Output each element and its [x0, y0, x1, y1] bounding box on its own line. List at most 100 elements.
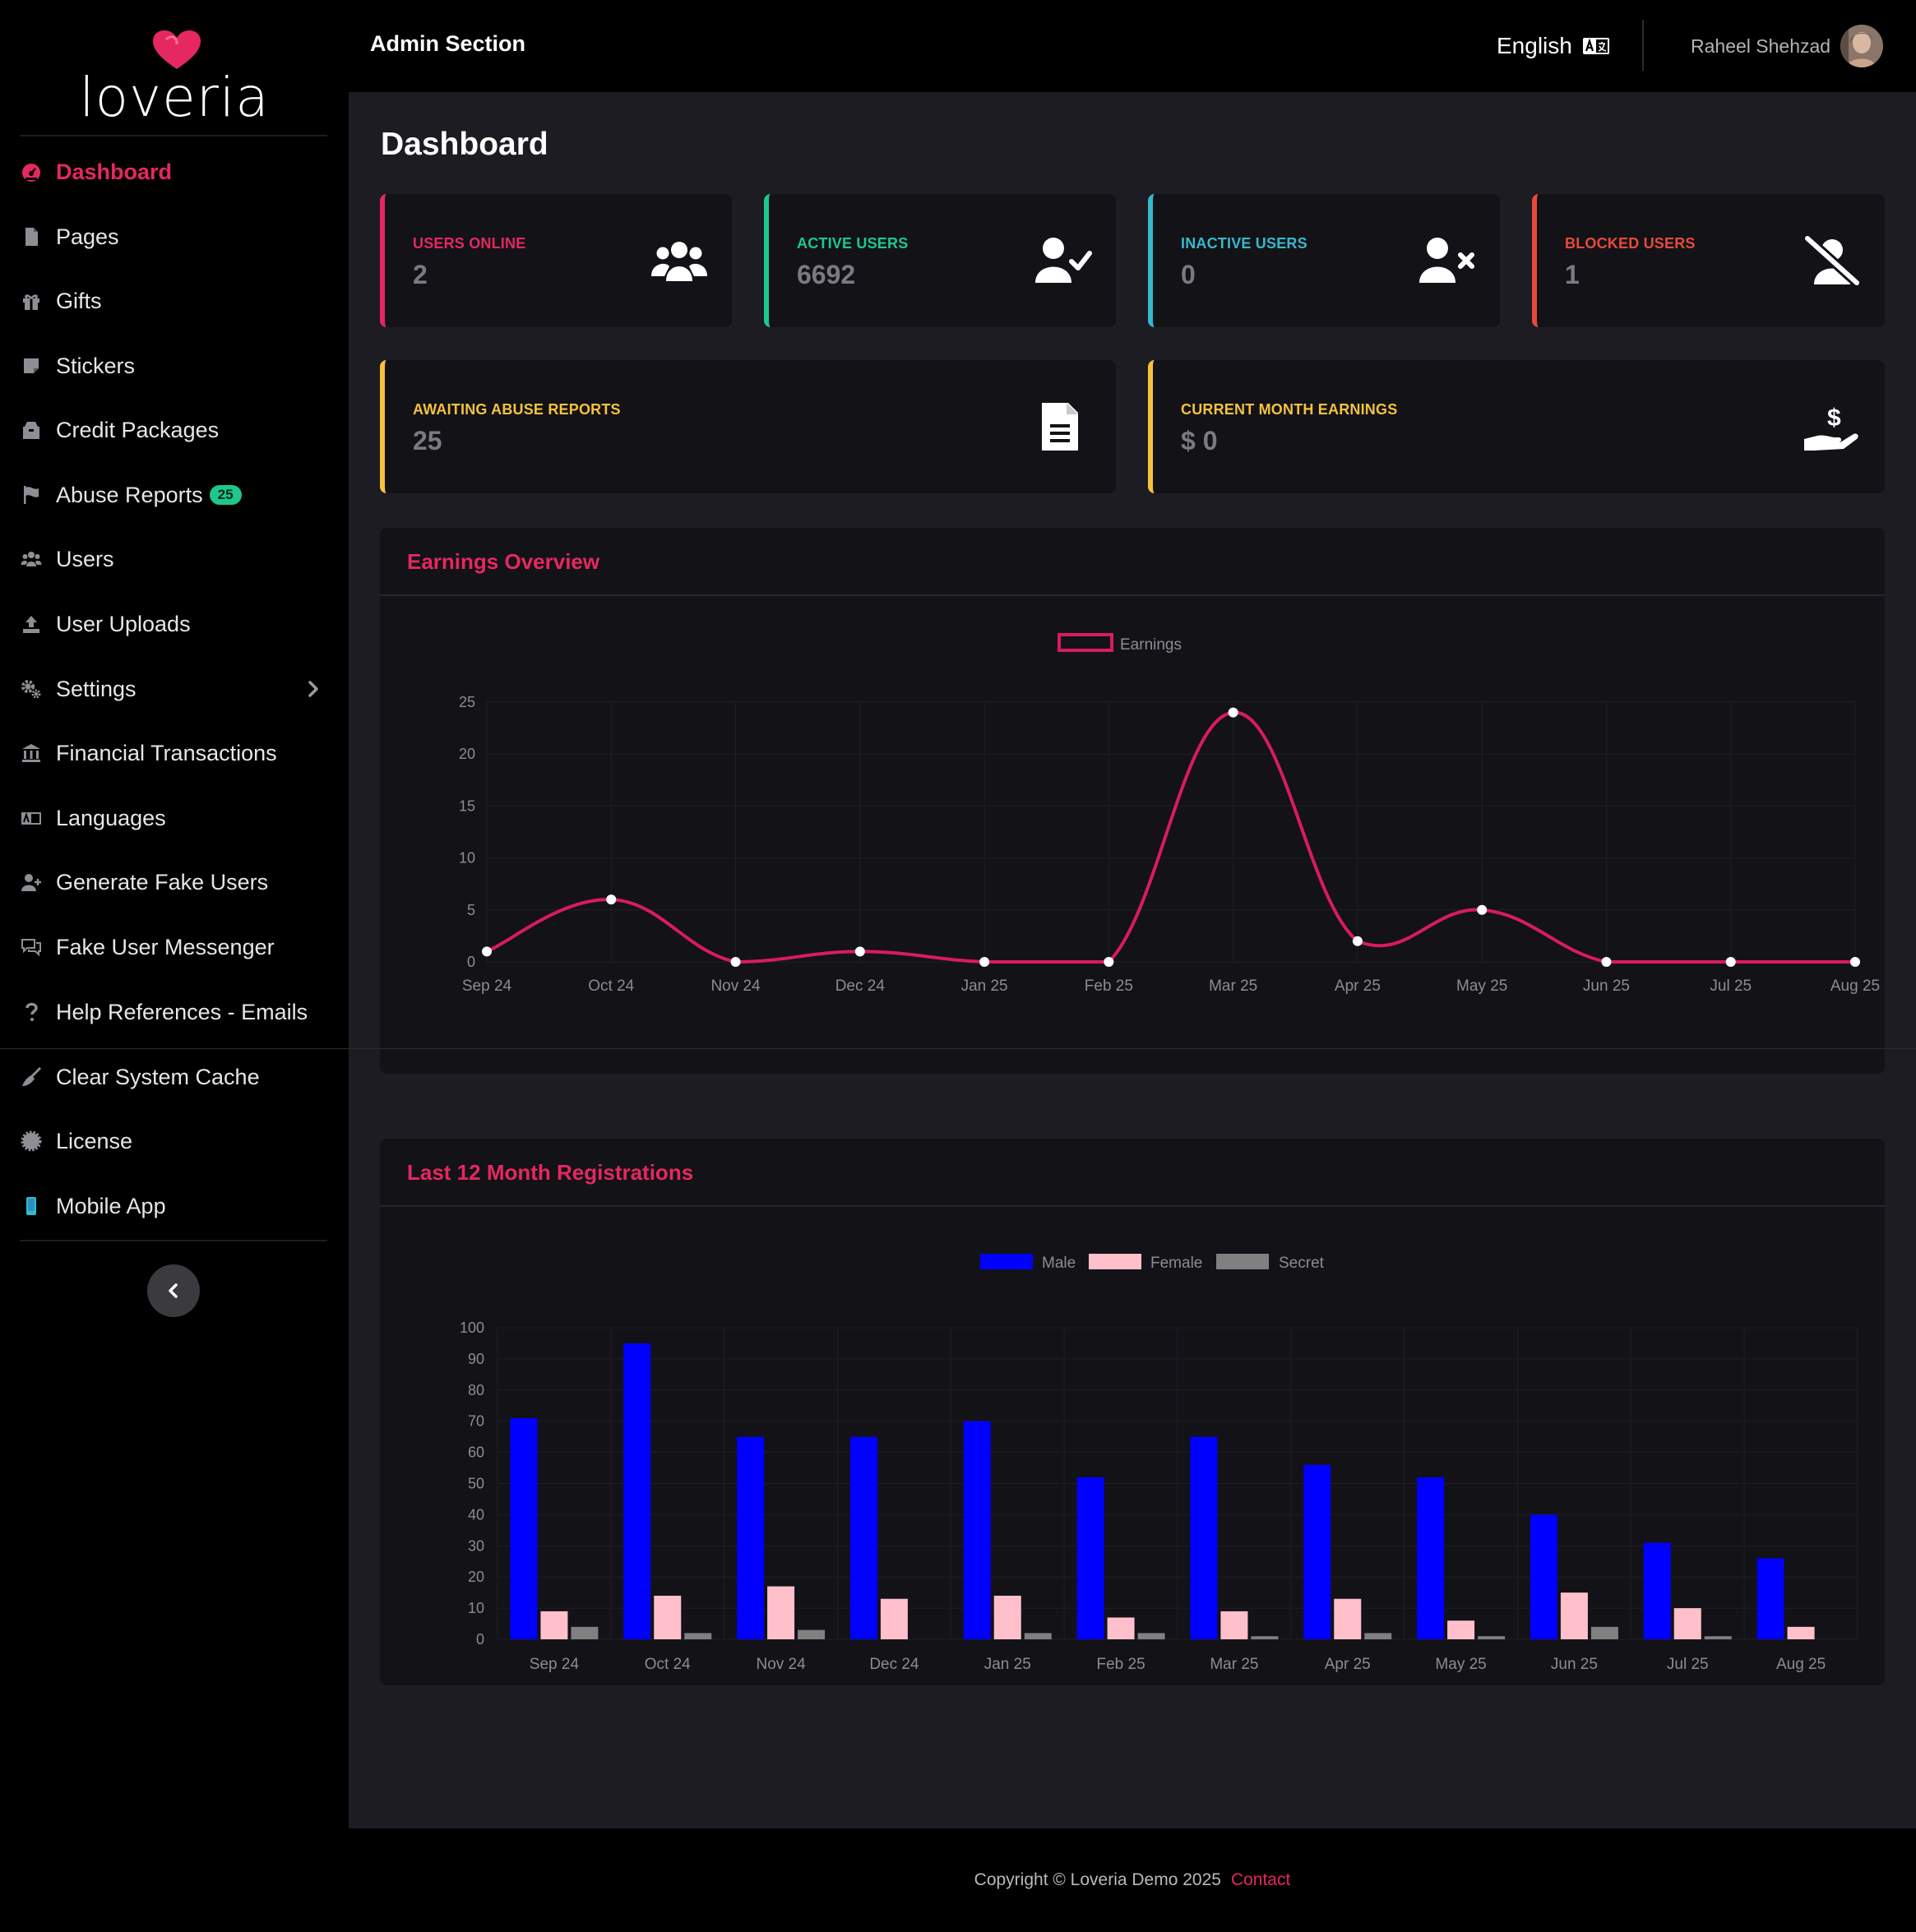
legend-label-female[interactable]: Female — [1150, 1255, 1202, 1272]
sidebar-item-dashboard[interactable]: Dashboard — [0, 143, 349, 201]
bar-female[interactable] — [1107, 1617, 1135, 1639]
bar-female[interactable] — [1560, 1592, 1588, 1639]
bar-male[interactable] — [1076, 1477, 1104, 1639]
earnings-point[interactable] — [1601, 957, 1612, 967]
legend-swatch-female[interactable] — [1089, 1254, 1141, 1269]
user-menu[interactable]: Raheel Shehzad — [1691, 23, 1884, 69]
bar-female[interactable] — [1447, 1620, 1475, 1639]
sidebar-item-user-uploads[interactable]: User Uploads — [0, 595, 349, 653]
stat-label: Users Online — [413, 235, 526, 252]
language-switcher[interactable]: English — [1497, 30, 1610, 62]
bar-secret[interactable] — [571, 1626, 599, 1639]
avatar[interactable] — [1840, 25, 1884, 67]
bar-female[interactable] — [540, 1611, 568, 1639]
sidebar-item-label: Abuse Reports — [56, 482, 203, 507]
legend-label-secret[interactable]: Secret — [1279, 1255, 1325, 1272]
bar-male[interactable] — [510, 1417, 538, 1639]
bar-male[interactable] — [623, 1343, 651, 1639]
bar-female[interactable] — [1220, 1611, 1248, 1639]
bar-female[interactable] — [654, 1595, 682, 1639]
sidebar-item-pages[interactable]: Pages — [0, 208, 349, 266]
bar-secret[interactable] — [1364, 1633, 1392, 1639]
sidebar-item-abuse-reports[interactable]: Abuse Reports 25 — [0, 466, 349, 524]
bar-female[interactable] — [1334, 1598, 1362, 1639]
nav-icon-wrap — [20, 807, 43, 830]
user-check-icon — [1035, 238, 1092, 283]
nav-icon-wrap — [20, 936, 43, 959]
earnings-point[interactable] — [482, 946, 492, 957]
legend-label-male[interactable]: Male — [1042, 1255, 1076, 1272]
bar-male[interactable] — [1530, 1514, 1557, 1639]
legend-swatch-earnings[interactable] — [1058, 633, 1113, 652]
bar-male[interactable] — [1190, 1436, 1218, 1639]
bar-female[interactable] — [880, 1598, 908, 1639]
stat-value: 0 — [1181, 260, 1196, 289]
sidebar-item-generate-fake-users[interactable]: Generate Fake Users — [0, 853, 349, 911]
sidebar-item-label: Help References - Emails — [56, 999, 308, 1024]
comments-icon — [21, 939, 41, 957]
bar-male[interactable] — [963, 1421, 991, 1639]
bar-male[interactable] — [1417, 1477, 1445, 1639]
bar-female[interactable] — [767, 1586, 795, 1639]
legend-label-earnings[interactable]: Earnings — [1120, 636, 1182, 654]
brand-logo-area[interactable]: loveria — [0, 0, 349, 135]
sidebar-collapse-button[interactable] — [147, 1264, 200, 1317]
earnings-point[interactable] — [854, 946, 865, 957]
earnings-point[interactable] — [1228, 707, 1238, 718]
bar-male[interactable] — [737, 1436, 765, 1639]
sidebar-item-clear-system-cache[interactable]: Clear System Cache — [0, 1048, 349, 1106]
bar-male[interactable] — [1643, 1542, 1671, 1639]
x-tick-label: Apr 25 — [1335, 978, 1381, 995]
bar-male[interactable] — [1756, 1558, 1784, 1639]
earnings-point[interactable] — [730, 957, 741, 967]
stat-label: Active Users — [797, 235, 909, 252]
stat-icon-wrap — [1034, 235, 1093, 286]
bar-secret[interactable] — [1704, 1636, 1732, 1639]
bar-secret[interactable] — [684, 1633, 712, 1639]
panel-header: Earnings Overview — [380, 528, 1885, 596]
main-content: Dashboard Users Online 2 Active Users 6692 I… — [349, 92, 1916, 1828]
earnings-point[interactable] — [606, 894, 617, 905]
sidebar-item-financial-transactions[interactable]: Financial Transactions — [0, 724, 349, 782]
earnings-overview-panel: Earnings Overview 0 5 10 15 20 25 Sep 24 Oct 24… — [380, 528, 1885, 1074]
sidebar-item-gifts[interactable]: Gifts — [0, 272, 349, 330]
sidebar-item-credit-packages[interactable]: Credit Packages — [0, 401, 349, 459]
bar-secret[interactable] — [1478, 1636, 1506, 1639]
sidebar-item-license[interactable]: License — [0, 1112, 349, 1170]
bar-male[interactable] — [1303, 1464, 1331, 1639]
sidebar-item-fake-user-messenger[interactable]: Fake User Messenger — [0, 918, 349, 976]
nav-icon-wrap — [20, 354, 43, 377]
bar-female[interactable] — [1673, 1608, 1701, 1639]
bar-secret[interactable] — [1024, 1633, 1052, 1639]
earnings-point[interactable] — [1477, 904, 1488, 915]
sidebar-item-languages[interactable]: Languages — [0, 789, 349, 847]
x-tick-label: Dec 24 — [869, 1656, 919, 1673]
y-tick-label: 0 — [476, 1631, 484, 1648]
sidebar-item-stickers[interactable]: Stickers — [0, 337, 349, 395]
sidebar-item-users[interactable]: Users — [0, 530, 349, 588]
brand-logo[interactable]: loveria — [67, 18, 281, 127]
bar-secret[interactable] — [798, 1629, 826, 1639]
bar-secret[interactable] — [1590, 1626, 1618, 1639]
earnings-point[interactable] — [1104, 957, 1114, 967]
earnings-point[interactable] — [1352, 936, 1363, 946]
broom-icon — [22, 1066, 42, 1086]
legend-swatch-male[interactable] — [980, 1254, 1033, 1269]
bar-secret[interactable] — [1137, 1633, 1165, 1639]
bar-male[interactable] — [849, 1436, 877, 1639]
bar-secret[interactable] — [1251, 1636, 1279, 1639]
sidebar-item-settings[interactable]: Settings — [0, 660, 349, 718]
x-tick-label: Jul 25 — [1710, 978, 1752, 995]
x-tick-label: Jan 25 — [984, 1656, 1031, 1673]
bar-female[interactable] — [1787, 1626, 1815, 1639]
heart-icon — [153, 30, 201, 69]
earnings-point[interactable] — [1850, 957, 1860, 967]
sidebar-item-help-references-emails[interactable]: Help References - Emails — [0, 983, 349, 1041]
legend-swatch-secret[interactable] — [1216, 1254, 1269, 1269]
contact-link[interactable]: Contact — [1230, 1870, 1291, 1889]
users-icon — [651, 242, 707, 281]
earnings-point[interactable] — [979, 957, 990, 967]
bar-female[interactable] — [993, 1595, 1021, 1639]
earnings-point[interactable] — [1725, 957, 1736, 967]
sidebar-item-mobile-app[interactable]: Mobile App — [0, 1177, 349, 1235]
